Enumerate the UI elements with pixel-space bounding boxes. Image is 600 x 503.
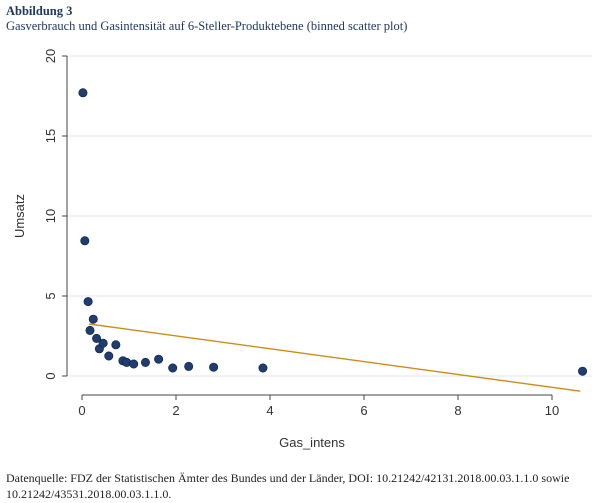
x-tick-label: 8 [454, 403, 461, 418]
data-point [104, 351, 114, 361]
x-axis-label: Gas_intens [279, 435, 345, 450]
data-point [258, 363, 268, 373]
figure-label: Abbildung 3 [6, 4, 73, 18]
data-source-note: Datenquelle: FDZ der Statistischen Ämter… [6, 471, 570, 501]
scatter-chart: 0 5 10 15 20 0 2 4 6 8 10 Gas_intens Umsatz [12, 49, 592, 450]
y-tick-label: 15 [43, 129, 58, 143]
x-tick-label: 6 [360, 403, 367, 418]
y-tick-label: 5 [43, 292, 58, 299]
x-tick-label: 4 [266, 403, 273, 418]
y-tick-label: 20 [43, 49, 58, 63]
data-point [85, 325, 95, 335]
y-tick-label: 0 [43, 372, 58, 379]
x-tick-label: 2 [172, 403, 179, 418]
data-point [111, 340, 121, 350]
grid-lines [67, 55, 592, 377]
fit-line-layer [88, 323, 581, 392]
data-point [83, 297, 93, 307]
y-tick-label: 10 [43, 209, 58, 223]
data-point [92, 333, 102, 343]
data-point [154, 354, 164, 364]
fit-line [88, 323, 581, 392]
x-tick-label: 0 [78, 403, 85, 418]
data-point [88, 314, 98, 324]
x-tick-label: 10 [545, 403, 559, 418]
data-point [78, 88, 88, 98]
y-axis-label: Umsatz [12, 194, 27, 238]
data-point [209, 362, 219, 372]
data-point [578, 366, 588, 376]
data-point [129, 359, 139, 369]
data-point [140, 357, 150, 367]
data-point [80, 236, 90, 246]
data-points [78, 88, 588, 376]
data-point [184, 361, 194, 371]
figure-title: Gasverbrauch und Gasintensität auf 6-Ste… [6, 19, 408, 33]
data-point [98, 338, 108, 348]
axes: 0 5 10 15 20 0 2 4 6 8 10 [43, 49, 559, 418]
data-point [168, 363, 178, 373]
